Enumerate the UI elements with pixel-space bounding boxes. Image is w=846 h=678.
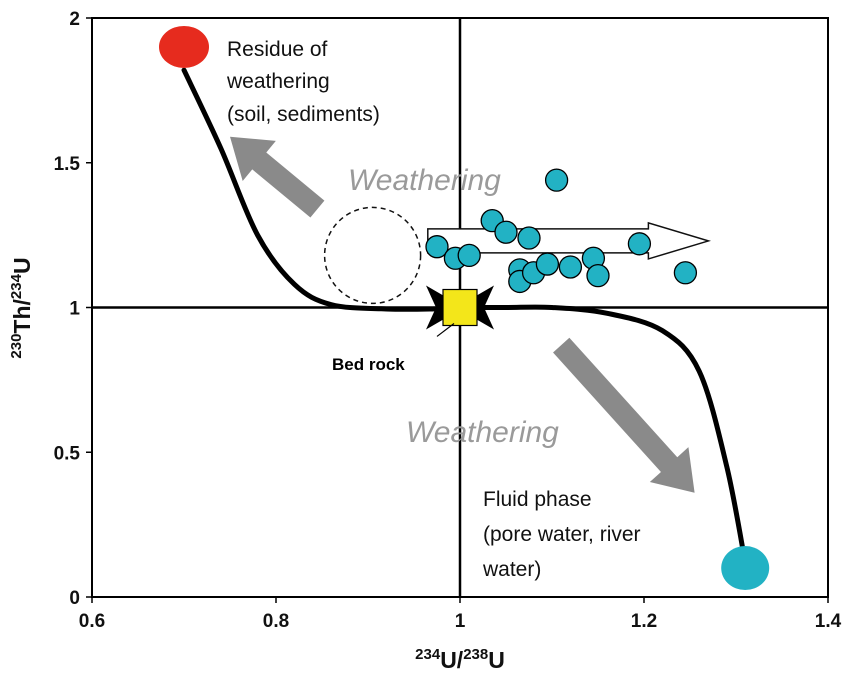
data-point — [535, 252, 560, 276]
data-point — [425, 235, 449, 259]
data-point — [494, 220, 518, 244]
annotation-fluid-line2: (pore water, river — [483, 523, 641, 546]
annotation-fluid-line3: water) — [482, 558, 541, 581]
y-tick-label: 0 — [69, 588, 80, 609]
bedrock-marker — [442, 288, 478, 327]
y-tick-label: 1.5 — [54, 154, 81, 175]
annotations: Residue of weathering (soil, sediments) … — [8, 38, 641, 673]
weathering-arrow-lower — [553, 337, 695, 493]
residue-endpoint — [159, 25, 209, 68]
annotation-fluid-line1: Fluid phase — [483, 488, 592, 511]
x-tick-label: 0.8 — [263, 611, 289, 632]
annotation-residue-line2: weathering — [226, 70, 330, 93]
x-tick-label: 1.4 — [815, 611, 842, 632]
x-tick-label: 0.6 — [79, 611, 105, 632]
fluid-endpoint — [721, 546, 770, 591]
endpoint-markers — [159, 25, 770, 591]
data-point — [558, 255, 583, 279]
annotation-bedrock: Bed rock — [332, 355, 405, 374]
annotation-weathering-upper: Weathering — [348, 164, 501, 197]
x-tick-label: 1 — [455, 611, 466, 632]
data-point — [673, 261, 698, 285]
dashed-circle — [323, 206, 422, 305]
data-point — [457, 243, 481, 268]
x-axis-title: 234U/238U — [415, 646, 505, 673]
y-tick-label: 1 — [69, 299, 80, 320]
curve-residue — [181, 67, 458, 312]
data-point — [517, 226, 541, 250]
y-tick-label: 0.5 — [54, 443, 81, 464]
data-point — [586, 264, 610, 288]
y-axis-title: 230Th/234U — [8, 257, 35, 358]
weathering-arrow-upper — [230, 136, 325, 218]
bedrock-leader-line — [436, 323, 455, 337]
y-tick-label: 2 — [69, 9, 80, 30]
annotation-residue-line1: Residue of — [227, 38, 328, 61]
data-points — [425, 168, 698, 294]
annotation-residue-line3: (soil, sediments) — [227, 103, 380, 126]
curve-fluid — [462, 304, 748, 565]
axis-ticks: 0.6 0.8 1 1.2 1.4 0 0.5 1 1.5 2 — [54, 9, 842, 632]
annotation-weathering-lower: Weathering — [406, 416, 559, 449]
data-point — [627, 232, 652, 256]
data-point — [544, 168, 569, 192]
x-tick-label: 1.2 — [631, 611, 657, 632]
